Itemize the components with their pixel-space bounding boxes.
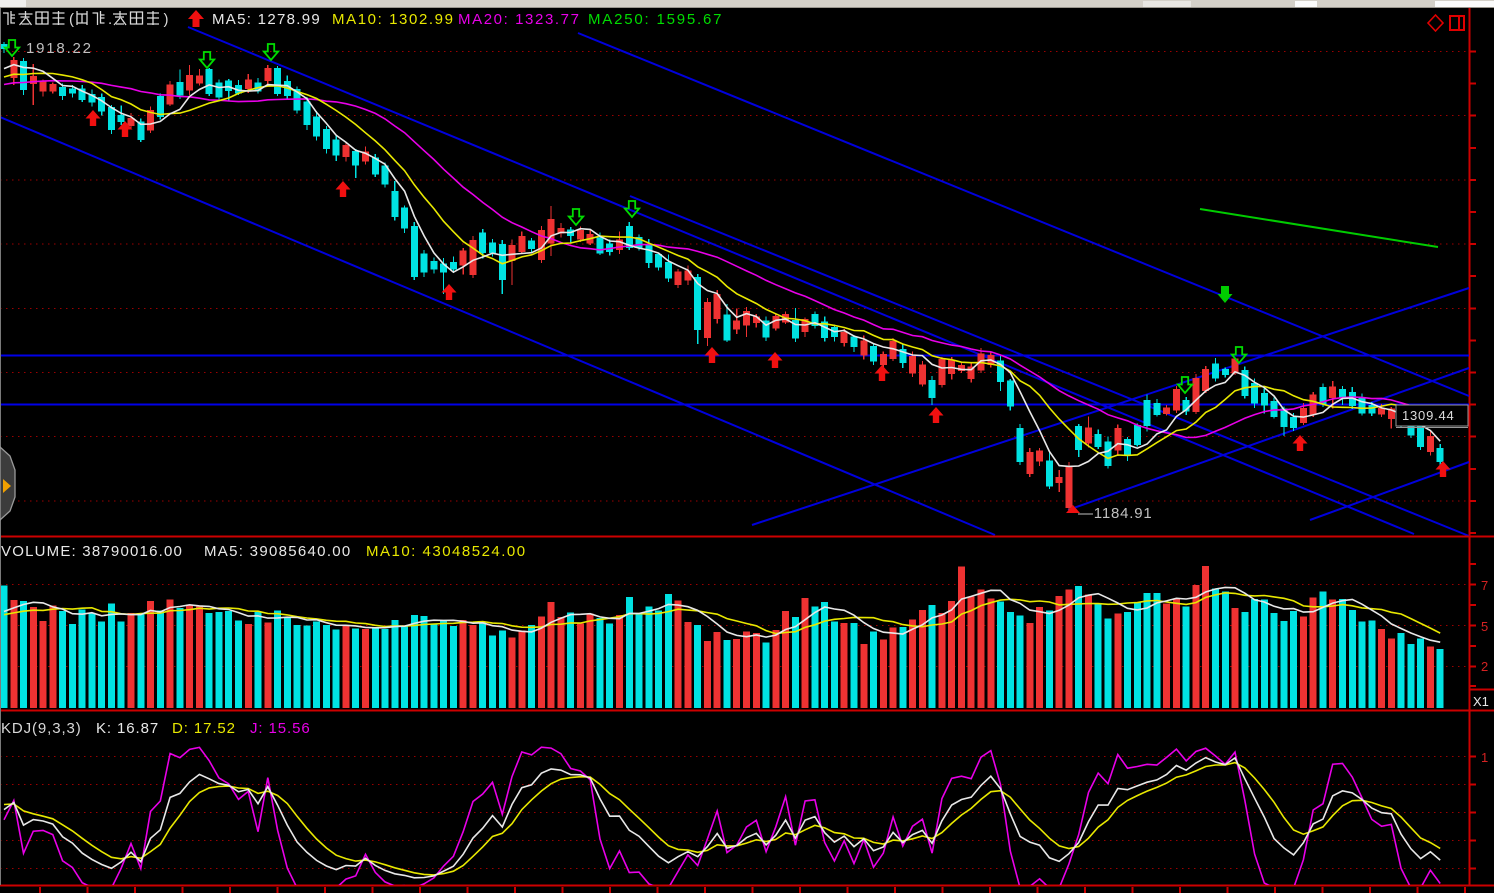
svg-text:): ) (164, 11, 169, 28)
svg-text:MA5: 39085640.00: MA5: 39085640.00 (204, 543, 352, 560)
svg-text:MA250: 1595.67: MA250: 1595.67 (588, 11, 723, 28)
svg-text:MA5: 1278.99: MA5: 1278.99 (212, 11, 321, 28)
svg-text:MA20: 1323.77: MA20: 1323.77 (458, 11, 581, 28)
svg-text:—1184.91: —1184.91 (1078, 505, 1153, 522)
svg-text:MA10: 43048524.00: MA10: 43048524.00 (366, 543, 527, 560)
svg-text:5: 5 (1481, 619, 1488, 634)
svg-text:J: 15.56: J: 15.56 (250, 720, 311, 737)
svg-text:7: 7 (1481, 578, 1488, 593)
svg-text:1918.22: 1918.22 (26, 40, 93, 57)
svg-text:MA10: 1302.99: MA10: 1302.99 (332, 11, 455, 28)
svg-text:1309.44: 1309.44 (1402, 408, 1455, 423)
svg-text:(: ( (69, 11, 74, 28)
svg-text:1: 1 (1481, 750, 1488, 765)
svg-text:K: 16.87: K: 16.87 (96, 720, 159, 737)
svg-text:X1: X1 (1473, 694, 1489, 709)
svg-text:VOLUME: 38790016.00: VOLUME: 38790016.00 (1, 543, 183, 560)
svg-text:.: . (108, 11, 112, 28)
svg-text:2: 2 (1481, 659, 1488, 674)
svg-text:D: 17.52: D: 17.52 (172, 720, 236, 737)
svg-text:KDJ(9,3,3): KDJ(9,3,3) (1, 720, 82, 737)
